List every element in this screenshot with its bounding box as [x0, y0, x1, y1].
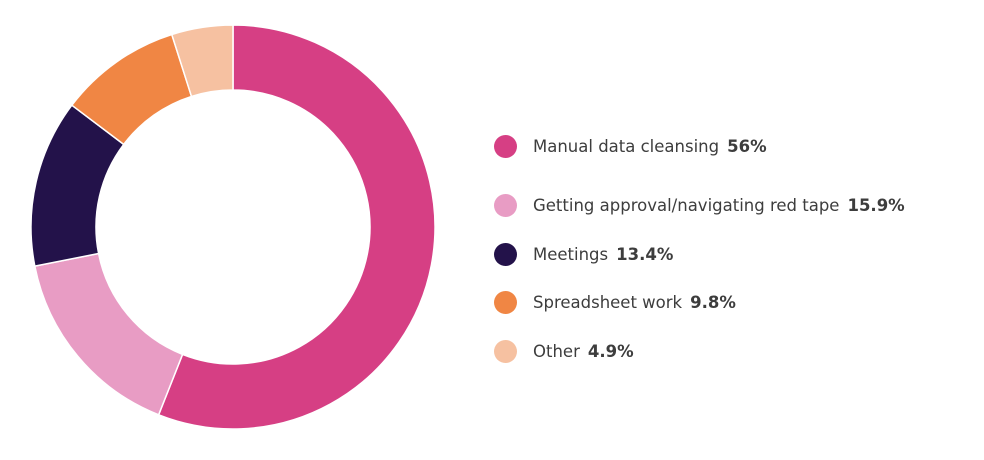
- legend-swatch: [494, 194, 517, 218]
- legend-item-manual-data-cleansing: Manual data cleansing 56%: [494, 133, 905, 159]
- legend-swatch: [494, 134, 517, 158]
- legend-value: 13.4%: [616, 244, 674, 264]
- donut-chart: [30, 24, 436, 430]
- legend-item-meetings: Meetings 13.4%: [494, 230, 905, 279]
- legend-value: 15.9%: [847, 196, 905, 216]
- legend-swatch: [494, 291, 517, 315]
- legend-value: 9.8%: [690, 293, 736, 313]
- donut-slice-manual-data-cleansing: [157, 24, 436, 430]
- legend-label: Spreadsheet work: [533, 293, 683, 313]
- donut-slice-other: [170, 24, 234, 98]
- legend-value: 4.9%: [587, 341, 634, 361]
- legend-label: Other: [533, 341, 580, 361]
- legend: Manual data cleansing 56% Getting approv…: [494, 133, 905, 376]
- legend-item-spreadsheet-work: Spreadsheet work 9.8%: [494, 279, 905, 328]
- legend-item-getting-approval: Getting approval/navigating red tape 15.…: [494, 182, 905, 231]
- legend-item-other: Other 4.9%: [494, 327, 905, 376]
- legend-swatch: [494, 339, 517, 363]
- legend-swatch: [494, 242, 517, 266]
- donut-slice-getting-approval-navigating-red-tape: [33, 252, 184, 416]
- legend-label: Meetings: [533, 244, 609, 264]
- legend-label: Manual data cleansing: [533, 136, 720, 156]
- legend-value: 56%: [727, 136, 767, 156]
- legend-label: Getting approval/navigating red tape: [533, 196, 840, 216]
